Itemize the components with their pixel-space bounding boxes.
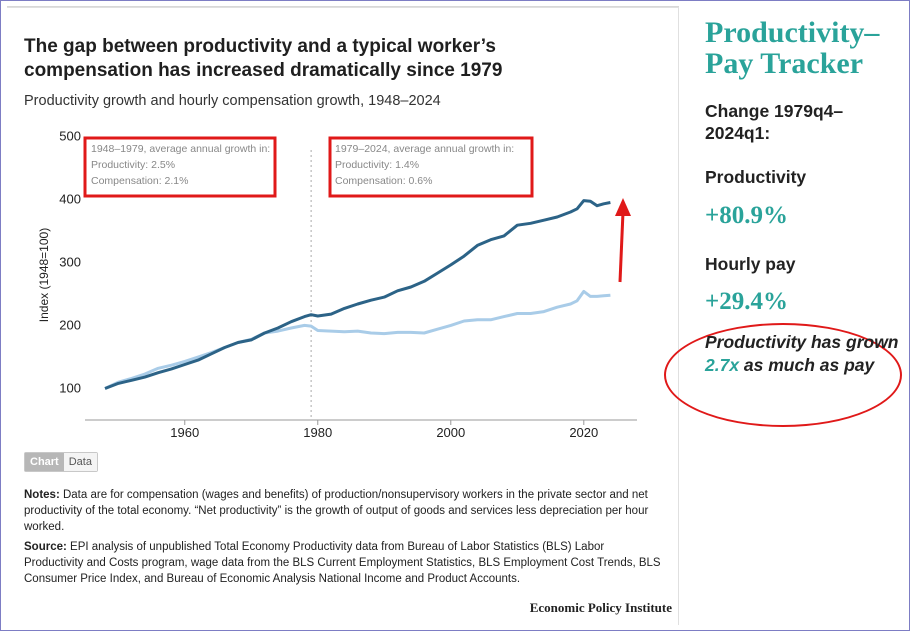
source-label: Source:	[24, 541, 67, 553]
chart-data-toggle[interactable]: Chart Data	[24, 452, 98, 472]
series-lines	[104, 199, 611, 390]
y-tick-label-300: 300	[59, 254, 81, 269]
annotation-box-2	[328, 136, 534, 198]
y-tick-label-500: 500	[59, 128, 81, 143]
y-axis-label: Index (1948=100)	[37, 228, 51, 322]
y-tick-label-200: 200	[59, 317, 81, 332]
tab-data[interactable]: Data	[63, 453, 97, 471]
source-paragraph: Source: EPI analysis of unpublished Tota…	[24, 539, 664, 587]
series-line-compensation	[104, 289, 611, 390]
chart-panel	[7, 7, 679, 625]
tracker-title-line2: Pay Tracker	[705, 47, 864, 80]
epi-credit: Economic Policy Institute	[529, 600, 672, 615]
x-tick-label-1960: 1960	[170, 425, 199, 440]
ratio-highlight: 2.7x	[705, 355, 740, 375]
notes-paragraph: Notes: Data are for compensation (wages …	[24, 487, 664, 535]
change-label-line1: Change 1979q4–	[705, 101, 844, 121]
x-tick-label-2000: 2000	[436, 425, 465, 440]
axes: 100 200 300 400 500 1960 1980 2000 2020 Index (19…	[37, 128, 637, 440]
productivity-label: Productivity	[705, 167, 807, 187]
change-period-label: Change 1979q4– 2024q1:	[705, 100, 843, 144]
annotation-2-line3: Compensation: 0.6%	[335, 175, 432, 187]
annotation-1-line1: 1948–1979, average annual growth in:	[91, 143, 270, 155]
chart-subtitle: Productivity growth and hourly compensat…	[24, 93, 441, 109]
hourly-pay-value: +29.4%	[705, 288, 788, 315]
annotation-2-line2: Productivity: 1.4%	[335, 159, 419, 171]
tracker-title: Productivity– Pay Tracker	[705, 17, 905, 79]
x-tick-label-2020: 2020	[569, 425, 598, 440]
highlight-ellipse	[664, 323, 902, 427]
annotation-1-line3: Compensation: 2.1%	[91, 175, 188, 187]
notes-text: Data are for compensation (wages and ben…	[24, 489, 649, 533]
source-text: EPI analysis of unpublished Total Econom…	[24, 541, 661, 585]
series-line-productivity	[104, 199, 611, 390]
y-tick-label-100: 100	[59, 380, 81, 395]
line-chart: 100 200 300 400 500 1960 1980 2000 2020 Index (19…	[37, 128, 637, 440]
chart-title: The gap between productivity and a typic…	[24, 36, 503, 81]
productivity-value: +80.9%	[705, 202, 788, 229]
y-tick-label-400: 400	[59, 191, 81, 206]
hourly-pay-label: Hourly pay	[705, 254, 796, 274]
ratio-note: Productivity has grown 2.7x as much as p…	[705, 331, 900, 377]
annotation-2-line1: 1979–2024, average annual growth in:	[335, 143, 514, 155]
ratio-note-part2: as much as pay	[739, 355, 875, 375]
ratio-note-part1: Productivity has grown	[705, 332, 899, 352]
notes-label: Notes:	[24, 489, 60, 501]
tab-chart[interactable]: Chart	[25, 453, 64, 471]
x-tick-label-1980: 1980	[303, 425, 332, 440]
tracker-title-line1: Productivity–	[705, 16, 880, 49]
annotation-1-line2: Productivity: 2.5%	[91, 159, 175, 171]
annotation-box-1	[83, 136, 277, 198]
notes-section: Notes: Data are for compensation (wages …	[24, 487, 664, 591]
change-label-line2: 2024q1:	[705, 123, 771, 143]
red-arrow	[615, 198, 631, 283]
